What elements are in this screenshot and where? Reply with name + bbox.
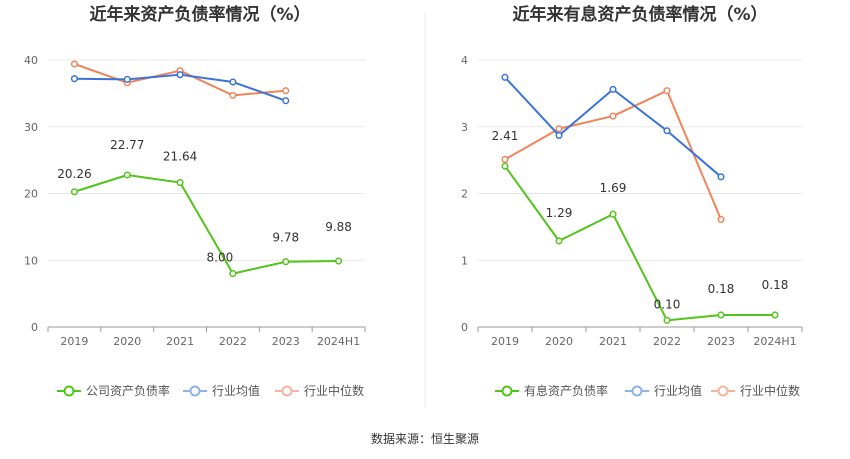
chart-panel-debt-ratio: 近年来资产负债率情况（%） 0 10 20 30 40 2019 2020 2021 2022 20… [24,4,366,398]
data-point-company[interactable] [70,188,78,196]
data-point-industry-median[interactable] [501,155,509,164]
data-point-company[interactable] [229,270,237,278]
data-label: 0.18 [708,282,735,296]
data-point-industry-avg[interactable] [123,75,131,83]
data-point-industry-median[interactable] [555,125,563,133]
data-label: 9.88 [325,220,352,234]
legend-label-industry-avg[interactable]: 行业均值 [212,383,260,398]
data-label: 1.69 [600,181,627,195]
data-point-company[interactable] [176,179,184,187]
y-tick-label: 10 [24,254,38,267]
data-point-industry-median[interactable] [70,60,78,68]
legend-label-industry-avg[interactable]: 行业均值 [654,383,702,398]
chart-panel-interest-debt-ratio: 近年来有息资产负债率情况（%） 0 1 2 3 4 2019 2020 2021 2022 2023… [461,4,803,398]
legend-marker-industry-median[interactable] [281,385,293,397]
x-tick-label: 2023 [272,335,300,348]
y-tick-label: 2 [461,188,468,201]
data-point-industry-avg[interactable] [663,127,671,135]
data-point-industry-avg[interactable] [555,131,563,139]
x-tick-label: 2021 [599,335,627,348]
series-line-company [504,165,775,322]
data-point-industry-median[interactable] [663,87,671,95]
data-point-industry-avg[interactable] [282,97,290,105]
data-label: 0.10 [654,297,681,311]
data-label: 2.41 [492,129,519,143]
legend-label-company[interactable]: 公司资产负债率 [86,383,170,398]
source-note: 数据来源：恒生聚源 [371,431,479,446]
y-tick-label: 0 [461,321,468,334]
legend-label-industry-median[interactable]: 行业中位数 [740,383,800,398]
x-tick-label: 2024H1 [317,335,360,348]
x-tick-label: 2020 [113,335,141,348]
data-point-industry-avg[interactable] [501,73,509,81]
data-point-industry-median[interactable] [229,91,237,99]
x-tick-label: 2020 [545,335,573,348]
x-tick-label: 2024H1 [753,335,796,348]
x-tick-label: 2021 [166,335,194,348]
legend-marker-industry-avg[interactable] [631,385,643,397]
data-point-industry-avg[interactable] [229,78,237,86]
y-tick-label: 30 [24,121,38,134]
data-point-company[interactable] [123,171,131,179]
data-label: 21.64 [163,150,197,164]
y-tick-label: 3 [461,121,468,134]
x-tick-label: 2019 [60,335,88,348]
data-point-company[interactable] [609,210,617,218]
data-label: 9.78 [272,231,299,245]
legend-marker-industry-median[interactable] [717,385,729,397]
data-point-company[interactable] [501,162,509,170]
chart-title: 近年来资产负债率情况（%） [89,4,310,25]
series-line-industry-avg [74,73,287,102]
y-tick-label: 20 [24,188,38,201]
series-line-industry-median [504,89,722,220]
legend-marker-company[interactable] [501,385,513,397]
data-label: 0.18 [762,278,789,292]
x-tick-label: 2019 [491,335,519,348]
data-point-industry-avg[interactable] [717,173,725,181]
data-point-company[interactable] [282,258,290,266]
data-point-company[interactable] [555,237,563,245]
data-label: 1.29 [546,206,573,220]
legend-marker-company[interactable] [63,385,75,397]
data-point-company[interactable] [771,311,779,319]
series-line-company [74,174,339,275]
x-tick-label: 2022 [653,335,681,348]
x-tick-label: 2022 [219,335,247,348]
x-tick-label: 2023 [707,335,735,348]
y-tick-label: 4 [461,54,468,67]
data-label: 20.26 [57,167,91,181]
data-point-industry-avg[interactable] [609,85,617,93]
data-point-company[interactable] [717,311,725,319]
data-point-industry-avg[interactable] [176,71,184,79]
y-tick-label: 0 [31,321,38,334]
chart-title: 近年来有息资产负债率情况（%） [512,4,767,25]
y-tick-label: 40 [24,54,38,67]
legend-label-industry-median[interactable]: 行业中位数 [304,383,364,398]
legend-label-company[interactable]: 有息资产负债率 [524,383,608,398]
data-point-industry-median[interactable] [717,215,725,224]
y-tick-label: 1 [461,254,468,267]
data-point-industry-median[interactable] [282,87,290,95]
data-point-company[interactable] [663,316,671,324]
data-label: 8.00 [207,251,234,265]
legend-marker-industry-avg[interactable] [189,385,201,397]
data-point-industry-avg[interactable] [70,75,78,83]
data-point-industry-median[interactable] [609,112,617,120]
data-point-company[interactable] [335,257,343,265]
data-label: 22.77 [110,138,144,152]
